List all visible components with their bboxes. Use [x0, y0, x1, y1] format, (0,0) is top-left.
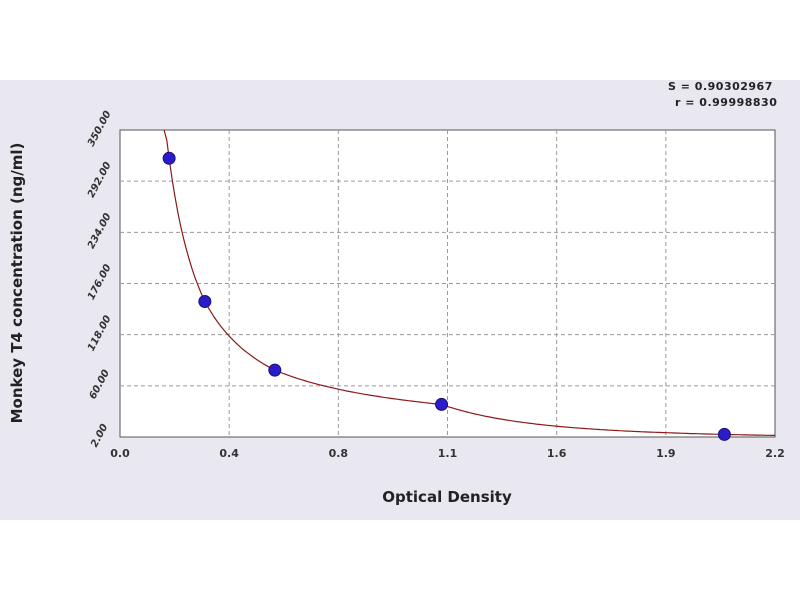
grid [120, 130, 775, 437]
data-point [198, 295, 212, 309]
y-tick-label: 60.00 [88, 368, 113, 401]
data-point [268, 363, 282, 377]
x-tick-label: 0.8 [329, 447, 349, 460]
y-tick-label: 176.00 [86, 263, 114, 302]
chart-panel: S = 0.90302967 r = 0.99998830 0.0 0.4 0.8 1… [0, 80, 800, 520]
s-statistic: S = 0.90302967 [668, 80, 773, 93]
x-tick-label: 0.0 [110, 447, 130, 460]
x-tick-labels: 0.0 0.4 0.8 1.1 1.6 1.9 2.2 [110, 447, 785, 460]
x-tick-label: 1.9 [656, 447, 676, 460]
x-tick-label: 1.6 [547, 447, 567, 460]
x-axis-title: Optical Density [382, 488, 512, 506]
y-tick-label: 292.00 [86, 160, 114, 199]
y-tick-label: 2.00 [89, 422, 110, 449]
data-points [162, 151, 731, 441]
fit-curve [163, 129, 775, 436]
data-point [162, 151, 176, 165]
x-tick-label: 1.1 [438, 447, 458, 460]
y-tick-label: 350.00 [86, 109, 114, 148]
x-tick-label: 2.2 [765, 447, 785, 460]
data-point [435, 397, 449, 411]
y-tick-labels: 2.00 60.00 118.00 176.00 234.00 292.00 350.00 [86, 109, 114, 449]
y-tick-label: 118.00 [86, 314, 114, 353]
data-point [717, 427, 731, 441]
y-tick-label: 234.00 [86, 212, 114, 251]
chart: 0.0 0.4 0.8 1.1 1.6 1.9 2.2 2.00 60.00 118.00 176… [8, 109, 785, 506]
x-tick-label: 0.4 [219, 447, 239, 460]
y-axis-title: Monkey T4 concentration (ng/ml) [8, 143, 26, 424]
r-statistic: r = 0.99998830 [675, 96, 778, 109]
